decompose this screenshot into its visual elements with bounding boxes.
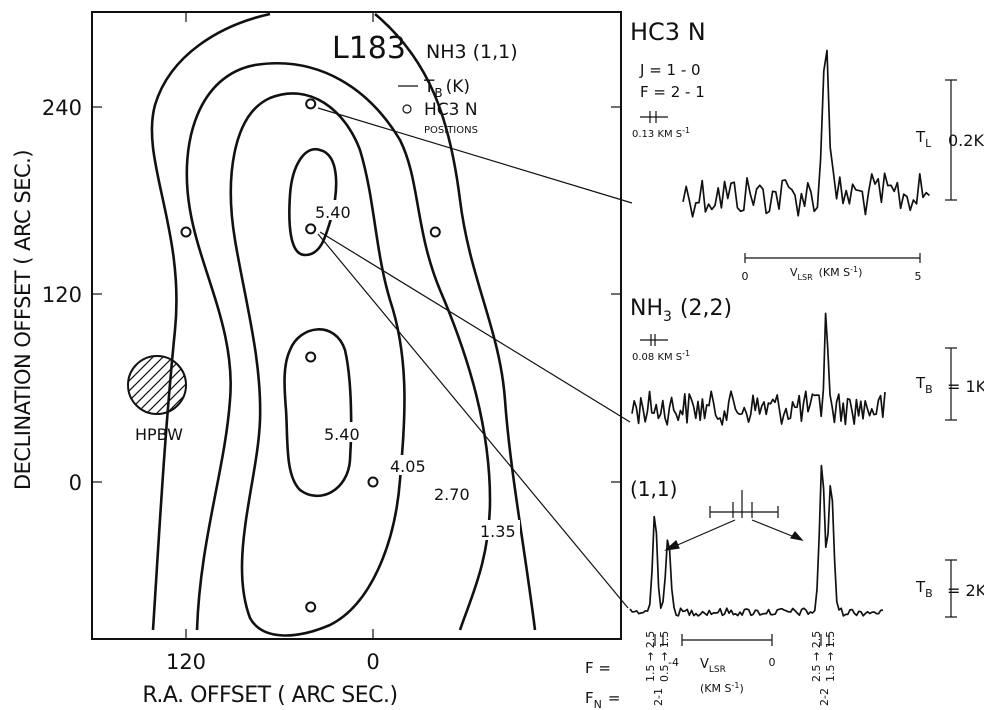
map-title: L183: [332, 31, 406, 66]
nh3-22-resolution: 0.08 KM S-1: [632, 349, 690, 363]
nh3-11-scale-bar: [945, 559, 957, 618]
nh3-11-vtick-0: 0: [769, 656, 776, 669]
f-transition-left-2: 0.5 → 1.5: [658, 631, 671, 682]
contour-label-4-05: 4.05: [390, 457, 426, 476]
fn-transition-left: 2-1: [652, 688, 665, 706]
legend-line-label: TB (K): [423, 77, 470, 100]
contour-label-2-70: 2.70: [434, 485, 470, 504]
nh3-22-scale-bar: [945, 347, 957, 421]
label-bg-3: [386, 455, 430, 475]
label-bg-4: [430, 483, 474, 503]
hc3n-f: F = 2 - 1: [640, 83, 705, 101]
nh3-11-scale-value: = 2K: [947, 581, 984, 600]
nh3-11-scale-label: TB: [915, 578, 933, 600]
position-markers: [180, 98, 441, 613]
nh3-22-scale-value: = 1K: [947, 377, 984, 396]
x-axis-label: R.A. OFFSET ( ARC SEC.): [142, 683, 397, 708]
hc3n-resolution: 0.13 KM S-1: [632, 126, 690, 140]
f-transition-right-1: 2.5 → 2.5: [810, 631, 823, 682]
hc3n-velocity-label: VLSR (KM S-1): [790, 265, 862, 282]
map-ticks: [92, 12, 621, 639]
hc3n-velocity-axis: [744, 253, 921, 263]
hc3n-vtick-0: 0: [742, 270, 749, 283]
contour-5-40-south: [283, 328, 353, 498]
fn-label: FN =: [585, 689, 620, 710]
nh3-11-title: (1,1): [630, 477, 677, 501]
y-axis-label: DECLINATION OFFSET ( ARC SEC.): [11, 150, 35, 490]
f-transition-left-1: 1.5 → 2.5: [644, 631, 657, 682]
f-transition-right-2: 1.5 → 1.5: [824, 631, 837, 682]
position-marker: [367, 476, 379, 488]
hc3n-scale-value: 0.2K: [948, 131, 984, 150]
nh3-22-spectrum: [631, 312, 886, 426]
map-frame: [91, 11, 622, 640]
fn-transition-right: 2-2: [818, 688, 831, 706]
position-marker: [180, 226, 192, 238]
x-tick-0: 0: [366, 650, 379, 674]
contour-2-70: [185, 62, 492, 631]
position-marker: [305, 351, 317, 363]
connector-nh3-11: [317, 233, 629, 609]
hc3n-scale-label: TL: [915, 128, 932, 150]
connector-nh3-22: [319, 231, 631, 423]
hc3n-resolution-marker: [640, 111, 668, 123]
contour-5-40-north: [288, 147, 338, 257]
position-marker: [305, 601, 317, 613]
nh3-22-scale-label: TB: [915, 374, 933, 396]
contours: [150, 12, 537, 637]
position-marker: [305, 98, 317, 110]
beam-label: HPBW: [135, 425, 183, 444]
nh3-11-spectrum: [629, 464, 884, 617]
legend-marker-sublabel: POSITIONS: [424, 125, 478, 136]
beam-circle: [127, 355, 187, 415]
y-tick-120: 120: [42, 283, 82, 307]
connectors: [317, 107, 633, 609]
contour-4-05: [229, 92, 406, 637]
contour-label-5-40-north: 5.40: [315, 203, 351, 222]
position-marker: [429, 226, 441, 238]
y-tick-240: 240: [42, 96, 82, 120]
hc3n-scale-bar: [945, 79, 957, 201]
nh3-11-vtick-neg4: -4: [668, 656, 679, 669]
contour-label-1-35: 1.35: [480, 522, 516, 541]
x-tick-120: 120: [166, 650, 206, 674]
position-marker: [305, 223, 317, 235]
label-bg-5: [476, 520, 520, 540]
hc3n-vtick-5: 5: [915, 270, 922, 283]
nh3-11-velocity-label: VLSR: [700, 657, 726, 675]
hyperfine-diagram: [664, 490, 804, 551]
nh3-11-velocity-unit: (KM S-1): [700, 681, 744, 695]
hc3n-j: J = 1 - 0: [639, 61, 701, 79]
nh3-11-velocity-axis: [654, 634, 830, 646]
label-bg-2: [320, 422, 364, 442]
label-bg-1: [310, 200, 354, 220]
contour-label-5-40-south: 5.40: [324, 425, 360, 444]
legend-marker-label: HC3 N: [424, 100, 478, 120]
hc3n-spectrum: [682, 49, 930, 218]
connector-hc3n: [317, 107, 633, 204]
contour-1-35: [150, 12, 537, 631]
nh3-22-resolution-marker: [640, 334, 668, 346]
f-label: F =: [585, 659, 611, 677]
map-subtitle: NH3 (1,1): [426, 41, 518, 63]
legend-marker-sample: [402, 104, 412, 114]
hc3n-title: HC3 N: [630, 18, 706, 46]
nh3-22-title: NH3 (2,2): [630, 296, 732, 325]
y-tick-0: 0: [69, 471, 82, 495]
